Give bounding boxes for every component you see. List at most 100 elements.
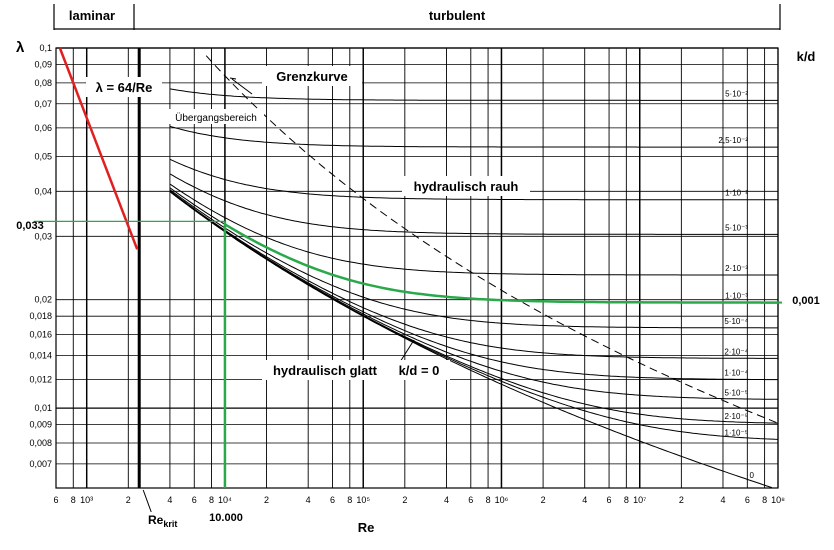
friction-curve-kd	[169, 189, 778, 329]
grid	[55, 47, 779, 513]
kd-curve-label: 2·10⁻⁵	[724, 412, 748, 421]
grenzkurve-box	[262, 66, 362, 86]
friction-curve-kd	[169, 158, 778, 201]
x-tick-label: 4	[720, 495, 725, 505]
y-tick-label: 0,03	[34, 231, 52, 241]
kd-curve-label: 2·10⁻³	[725, 264, 748, 273]
kd-curve-label: 1·10⁻²	[725, 189, 748, 198]
x-tick-label: 8	[624, 495, 629, 505]
highlight-kd-curve	[224, 223, 778, 304]
kd-curve-label: 2,5·10⁻²	[718, 136, 748, 145]
rauh-box	[402, 176, 530, 196]
y-tick-label: 0,06	[34, 123, 52, 133]
x-tick-label: 10³	[80, 495, 93, 505]
x-tick-label: 6	[468, 495, 473, 505]
y-tick-label: 0,09	[34, 59, 52, 69]
kd-curve-label: 5·10⁻³	[725, 223, 748, 232]
y-tick-label: 0,05	[34, 151, 52, 161]
kd-highlight-label: 0,001	[792, 295, 820, 307]
smooth-kd-pointer	[399, 339, 415, 363]
x-tick-label: 2	[264, 495, 269, 505]
x-axis-label: Re	[358, 520, 375, 535]
grenzkurve-label: Grenzkurve	[276, 69, 348, 84]
re-krit-label: Rekrit	[148, 513, 177, 529]
kd-curve-label: 1·10⁻⁴	[724, 369, 748, 378]
x-tick-label: 10⁴	[218, 495, 232, 505]
x-tick-label: 4	[582, 495, 587, 505]
re-krit-pointer	[142, 489, 152, 513]
x-tick-label: 2	[541, 495, 546, 505]
kd-curve-label: 5·10⁻²	[725, 89, 748, 98]
y-tick-label: 0,018	[29, 311, 52, 321]
x-tick-label: 8	[209, 495, 214, 505]
y-tick-label: 0,1	[39, 43, 52, 53]
glatt-label: hydraulisch glatt	[273, 363, 378, 378]
x-tick-label: 8	[71, 495, 76, 505]
y-tick-label: 0,007	[29, 459, 52, 469]
y-tick-label: 0,08	[34, 78, 52, 88]
friction-curve-kd	[169, 191, 779, 424]
kd-curve-label: 0	[750, 471, 755, 480]
y-tick-label: 0,008	[29, 438, 52, 448]
laminar-line	[58, 47, 139, 250]
x-tick-label: 4	[306, 495, 311, 505]
laminar-formula: λ = 64/Re	[96, 80, 153, 95]
friction-curves: 5·10⁻² 2,5·10⁻² 1·10⁻² 5·10⁻³ 2·10⁻³ 1·10⁻³ 5·…	[34, 47, 782, 489]
friction-curve-kd	[169, 173, 778, 235]
x-tick-label: 10⁷	[633, 495, 646, 505]
x-tick-label: 2	[679, 495, 684, 505]
x-tick-label: 8	[486, 495, 491, 505]
kd-curve-label: 5·10⁻⁵	[724, 388, 748, 397]
rauh-label: hydraulisch rauh	[414, 179, 519, 194]
x-tick-label: 8	[762, 495, 767, 505]
smooth-kd-box	[388, 360, 450, 380]
x-tick-label: 6	[745, 495, 750, 505]
smooth-kd-label: k/d = 0	[399, 363, 440, 378]
grenzkurve-line	[205, 55, 778, 424]
x-tick-label: 6	[192, 495, 197, 505]
y-tick-label: 0,07	[34, 99, 52, 109]
y-tick-label: 0,01	[34, 403, 52, 413]
x-tick-label: 6	[607, 495, 612, 505]
kd-curve-label: 1·10⁻⁵	[724, 428, 748, 437]
friction-curve-kd	[169, 190, 778, 359]
glatt-box	[262, 360, 388, 380]
y-tick-label: 0,02	[34, 295, 52, 305]
friction-curve-kd	[169, 190, 778, 381]
y-tick-label: 0,009	[29, 420, 52, 430]
right-axis-label: k/d	[797, 49, 816, 64]
x-tick-label: 2	[126, 495, 131, 505]
laminar-label: laminar	[69, 8, 115, 23]
x-tick-label: 10⁵	[356, 495, 370, 505]
kd-curve-label: 1·10⁻³	[725, 292, 748, 301]
grenzkurve-pointer	[231, 78, 253, 95]
x-tick-label: 2	[402, 495, 407, 505]
x-tick-label: 4	[444, 495, 449, 505]
friction-curve-kd	[169, 88, 778, 101]
x-tick-label: 10⁶	[495, 495, 509, 505]
y-tick-label: 0,014	[29, 350, 52, 360]
uebergang-box	[168, 109, 264, 124]
friction-curve-kd	[169, 191, 773, 489]
y-tick-label: 0,04	[34, 186, 52, 196]
x-tick-label: 4	[167, 495, 172, 505]
uebergang-label: Übergangsbereich	[175, 112, 257, 124]
x-tick-label: 6	[330, 495, 335, 505]
y-axis-label: λ	[16, 39, 25, 56]
lambda-highlight-label: 0,033	[16, 220, 44, 232]
plot-frame	[55, 47, 779, 489]
x-tick-label: 6	[53, 495, 58, 505]
friction-curve-kd	[169, 125, 778, 148]
x-tick-label: 8	[347, 495, 352, 505]
y-tick-label: 0,012	[29, 375, 52, 385]
y-tick-label: 0,016	[29, 330, 52, 340]
axis-ticks: 0,10,090,080,070,060,050,040,030,020,018…	[29, 43, 785, 505]
turbulent-label: turbulent	[429, 8, 486, 23]
friction-curve-kd	[169, 191, 779, 440]
laminar-formula-box	[86, 77, 162, 97]
kd-curve-label: 5·10⁻⁴	[724, 317, 748, 326]
grenzkurve-arrow	[229, 77, 237, 80]
friction-curve-kd	[169, 183, 778, 276]
kd-curve-label: 2·10⁻⁴	[724, 347, 748, 356]
